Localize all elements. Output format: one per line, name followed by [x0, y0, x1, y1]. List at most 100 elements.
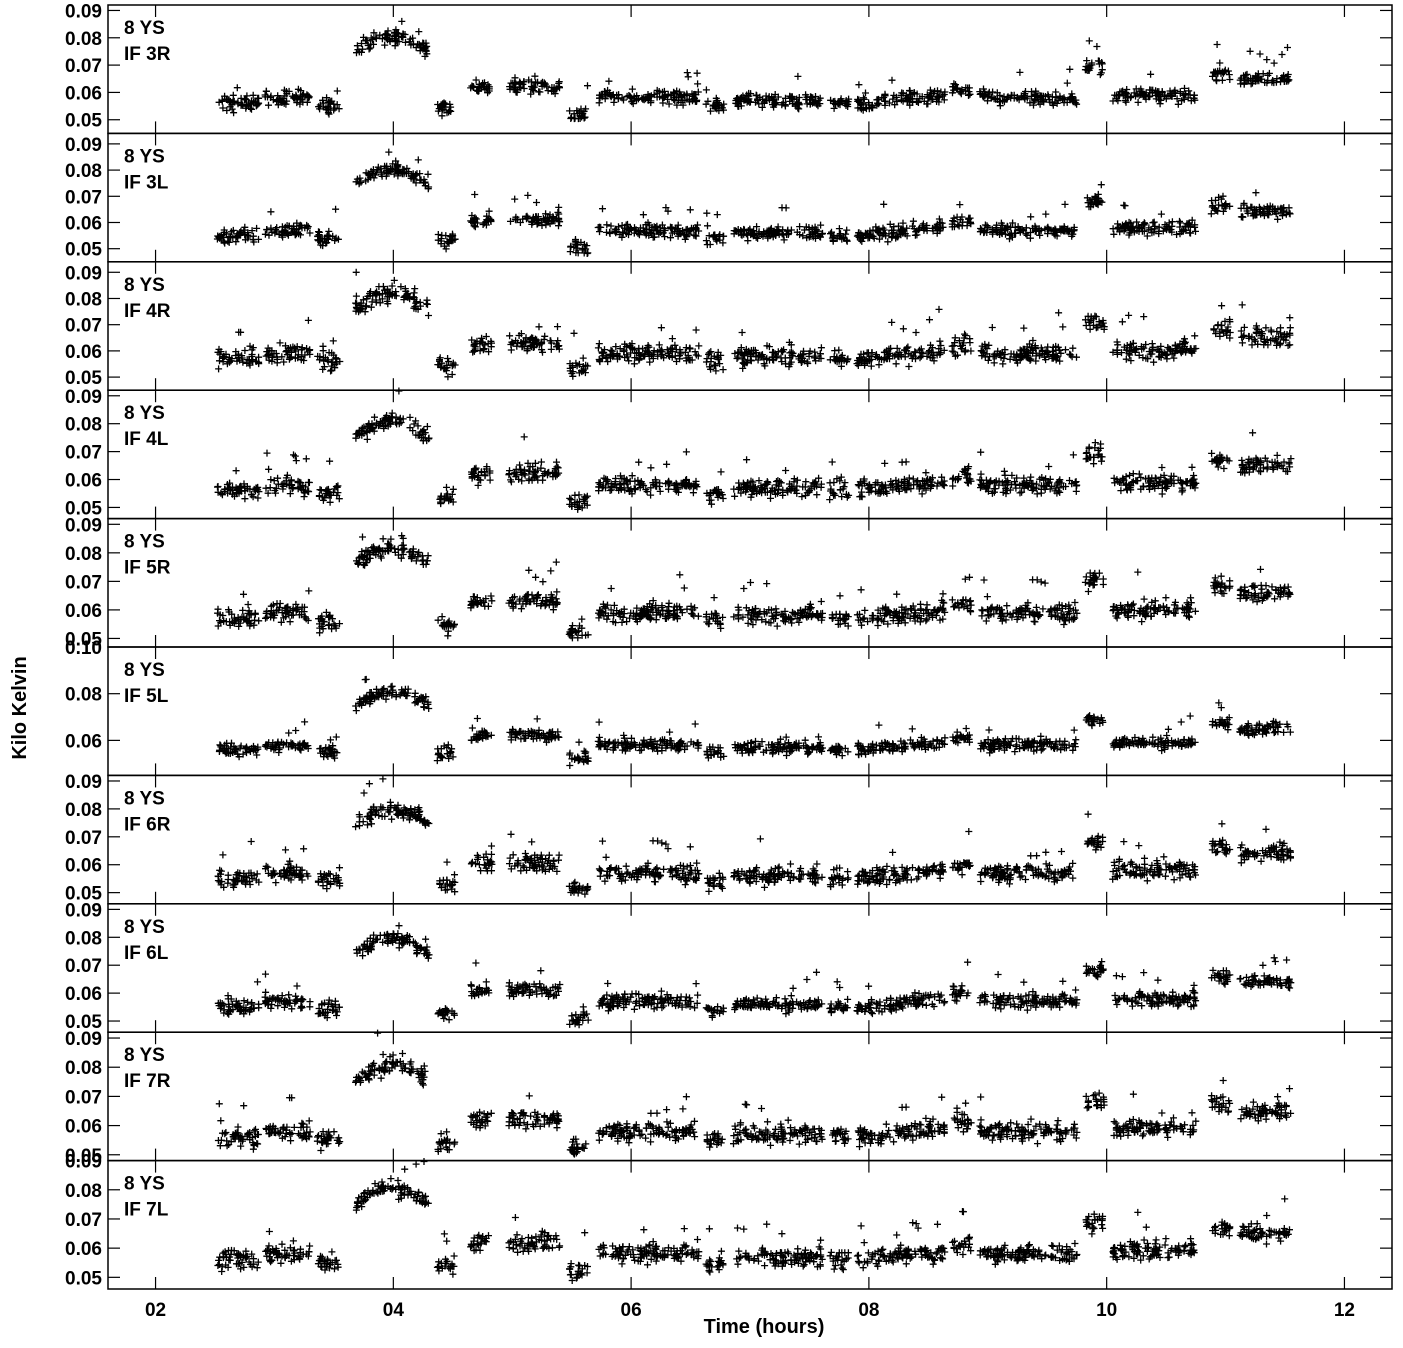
- data-point: [977, 448, 985, 456]
- data-point: [1240, 76, 1248, 84]
- data-point: [1134, 98, 1142, 106]
- data-point: [1150, 358, 1158, 366]
- data-point: [1133, 90, 1141, 98]
- data-point: [365, 45, 373, 53]
- data-point: [719, 232, 727, 240]
- data-point: [214, 483, 222, 490]
- data-point: [807, 93, 814, 101]
- data-point: [1000, 98, 1008, 106]
- data-point: [255, 99, 263, 107]
- data-point: [1214, 321, 1222, 329]
- data-point: [1031, 97, 1039, 104]
- data-point: [1284, 44, 1291, 51]
- data-point: [889, 95, 897, 103]
- data-point: [692, 326, 700, 334]
- data-point: [267, 476, 275, 484]
- data-point: [984, 97, 991, 105]
- data-point: [555, 83, 563, 91]
- data-point: [584, 82, 591, 90]
- data-point: [1191, 332, 1199, 340]
- data-point: [240, 590, 247, 598]
- data-point: [855, 81, 863, 89]
- data-point: [802, 91, 810, 99]
- data-point: [881, 459, 889, 467]
- data-point: [806, 100, 814, 108]
- data-point: [1258, 75, 1266, 83]
- data-point: [745, 89, 753, 97]
- panel-label-source: 8 YS: [124, 532, 165, 553]
- data-point: [719, 366, 727, 374]
- data-point: [906, 101, 914, 109]
- data-point: [544, 87, 552, 95]
- y-tick-label: 0.06: [65, 83, 102, 104]
- data-point: [686, 206, 694, 214]
- data-point: [283, 222, 291, 230]
- data-point: [1176, 217, 1183, 225]
- data-point: [1219, 69, 1227, 77]
- data-point: [899, 325, 907, 333]
- data-point: [1220, 465, 1228, 472]
- data-point: [1218, 76, 1226, 84]
- data-point: [392, 26, 400, 34]
- data-point: [329, 337, 337, 345]
- data-point: [269, 96, 277, 104]
- data-point: [1158, 89, 1166, 97]
- data-point: [262, 614, 269, 622]
- data-point: [1059, 323, 1067, 331]
- data-point: [659, 99, 667, 107]
- data-point: [712, 97, 720, 105]
- data-point: [298, 222, 305, 230]
- data-point: [645, 96, 652, 104]
- data-point: [488, 597, 496, 605]
- data-point: [684, 73, 692, 81]
- data-point: [957, 88, 965, 96]
- data-point: [326, 97, 334, 105]
- data-point: [1218, 302, 1226, 310]
- data-point: [444, 632, 452, 640]
- data-point: [254, 494, 262, 502]
- data-point: [555, 203, 563, 211]
- data-point: [996, 91, 1004, 99]
- data-point: [652, 616, 660, 624]
- data-point: [645, 343, 653, 351]
- data-point: [836, 592, 844, 600]
- data-point: [1085, 37, 1093, 45]
- data-point: [949, 83, 957, 91]
- data-point: [1274, 215, 1282, 223]
- data-point: [280, 98, 288, 106]
- data-point: [524, 191, 532, 199]
- data-point: [1055, 309, 1063, 317]
- data-point: [747, 579, 754, 586]
- data-point: [787, 93, 795, 101]
- data-point: [1061, 200, 1069, 208]
- data-point: [1052, 93, 1060, 101]
- data-point: [1097, 440, 1105, 448]
- data-point: [1091, 439, 1099, 447]
- data-point: [1069, 344, 1077, 352]
- data-point: [639, 211, 647, 219]
- data-point: [1238, 213, 1246, 221]
- y-tick-label: 0.06: [65, 601, 102, 622]
- data-point: [898, 458, 906, 466]
- data-point: [1252, 189, 1260, 197]
- data-point: [788, 348, 795, 356]
- data-point: [214, 232, 222, 240]
- data-point: [358, 40, 365, 47]
- data-point: [702, 86, 710, 94]
- data-point: [670, 88, 678, 96]
- data-point: [533, 199, 540, 206]
- data-point: [743, 456, 751, 464]
- data-point: [255, 235, 262, 243]
- data-point: [263, 449, 271, 457]
- data-point: [316, 486, 324, 494]
- data-point: [319, 242, 327, 250]
- data-point: [1166, 89, 1174, 97]
- data-point: [530, 83, 538, 91]
- data-point: [905, 474, 913, 482]
- data-point: [581, 113, 589, 121]
- data-point: [607, 222, 615, 230]
- data-point: [1286, 341, 1294, 349]
- data-point: [516, 78, 524, 86]
